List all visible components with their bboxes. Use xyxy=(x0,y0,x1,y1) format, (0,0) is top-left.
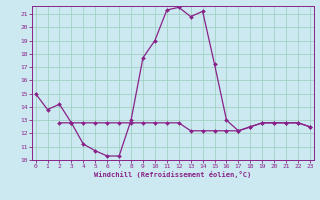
X-axis label: Windchill (Refroidissement éolien,°C): Windchill (Refroidissement éolien,°C) xyxy=(94,171,252,178)
